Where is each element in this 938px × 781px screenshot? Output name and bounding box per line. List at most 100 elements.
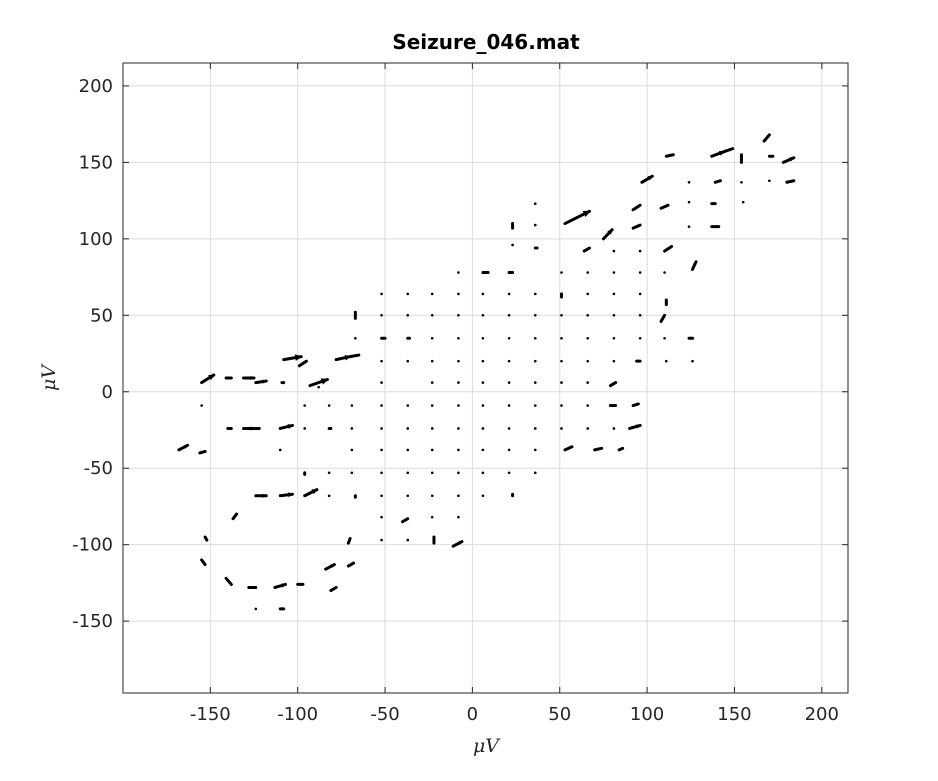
vector-arrow (317, 385, 320, 389)
vector-arrow (560, 404, 563, 407)
vector-arrow (785, 179, 796, 184)
vector-arrow (346, 561, 356, 568)
vector-arrow (582, 246, 591, 253)
vector-head (405, 517, 410, 521)
vector-shaft (346, 537, 352, 545)
vector-head (208, 374, 216, 380)
vector-arrow (430, 471, 434, 475)
vector-arrow (612, 249, 616, 253)
vector-arrow (481, 292, 485, 296)
vector-arrow (560, 427, 563, 430)
y-tick-label: -100 (72, 535, 113, 556)
vector-arrow (200, 404, 203, 407)
vector-arrow (533, 427, 537, 430)
vector-head (287, 492, 294, 498)
y-tick-label: 200 (79, 76, 113, 97)
vector-arrow (659, 313, 667, 323)
vector-arrow (350, 427, 354, 430)
vector-arrow (430, 336, 434, 340)
vector-arrow (380, 404, 383, 407)
vector-arrow (631, 223, 642, 230)
vector-arrow (533, 404, 537, 407)
vector-head (281, 583, 287, 588)
vector-arrow (430, 359, 434, 363)
vector-arrow (303, 427, 306, 430)
vector-arrow (297, 359, 308, 368)
vector-arrow (327, 404, 331, 407)
vector-arrow (511, 243, 514, 247)
vector-arrow (324, 563, 336, 571)
vector-arrow (560, 336, 563, 340)
vector-arrow (457, 448, 460, 452)
vector-arrow (430, 427, 434, 430)
vector-head (693, 260, 697, 266)
vector-arrow (481, 404, 485, 407)
vector-arrow (586, 336, 589, 340)
vector-arrow (664, 153, 675, 158)
vector-arrow (430, 448, 434, 452)
vector-shaft (231, 512, 239, 521)
x-tick-label: 200 (805, 704, 839, 725)
vector-arrow (768, 179, 771, 183)
vector-arrow (457, 292, 460, 296)
vector-arrow (710, 225, 721, 229)
vector-arrow (507, 336, 511, 340)
vector-head (355, 353, 361, 358)
vector-shaft (713, 179, 722, 184)
vector-arrow (663, 336, 666, 340)
vector-arrow (406, 292, 410, 296)
vector-head (262, 493, 268, 498)
vector-arrow (406, 538, 410, 542)
vector-arrow (586, 292, 589, 296)
vector-arrow (380, 448, 383, 452)
vector-arrow (350, 404, 354, 407)
vector-head (670, 153, 675, 157)
vector-head (716, 225, 721, 228)
vector-arrow (177, 443, 190, 452)
vector-head (613, 381, 617, 385)
vector-arrow (432, 535, 436, 545)
vector-shaft (631, 402, 640, 408)
vector-arrow (380, 427, 383, 430)
vector-arrow (507, 427, 511, 430)
vector-arrow (533, 292, 537, 296)
x-tick-label: 50 (548, 704, 571, 725)
vector-arrow (457, 336, 460, 340)
vector-arrow (198, 449, 207, 455)
vector-arrow (406, 471, 410, 475)
vector-head (354, 310, 357, 315)
vector-head (637, 224, 642, 228)
vector-arrow (586, 404, 589, 407)
vector-arrow (481, 359, 485, 363)
axes-frame (122, 62, 849, 694)
vector-arrow (640, 174, 654, 184)
vector-arrow (308, 378, 329, 388)
y-tick-label: 50 (90, 305, 113, 326)
vector-arrow (380, 292, 383, 296)
vector-head (303, 360, 308, 365)
x-tick-label: -100 (277, 704, 318, 725)
vector-arrow (380, 471, 383, 475)
vector-arrow (231, 512, 239, 521)
vector-arrow (354, 336, 357, 340)
vector-arrow (430, 515, 434, 519)
vector-arrow (303, 404, 306, 407)
vector-arrow (687, 225, 691, 228)
vector-shaft (203, 535, 209, 542)
vector-arrow (663, 244, 674, 253)
vector-arrow (608, 381, 618, 388)
vector-arrow (739, 153, 743, 164)
vector-head (253, 586, 258, 589)
vector-head (250, 426, 256, 431)
vector-head (457, 540, 464, 545)
vector-arrow (273, 582, 287, 589)
vector-arrow (406, 359, 410, 363)
vector-arrow (533, 336, 537, 340)
vector-arrow (430, 404, 434, 407)
vector-arrow (346, 537, 352, 545)
vector-arrow (687, 200, 691, 204)
vector-arrow (638, 271, 642, 274)
vector-arrow (242, 375, 256, 381)
vector-arrow (406, 494, 410, 498)
